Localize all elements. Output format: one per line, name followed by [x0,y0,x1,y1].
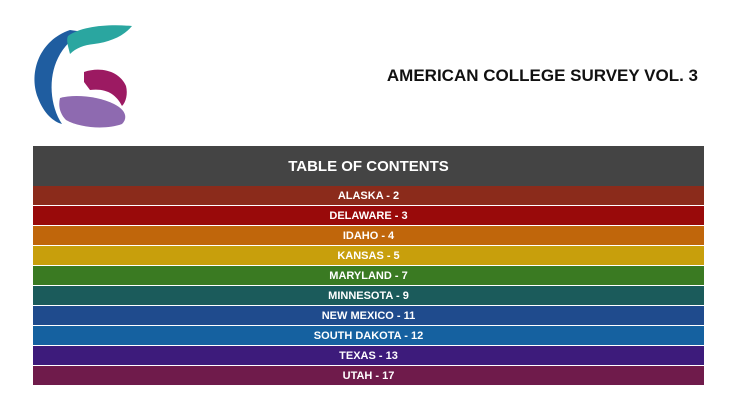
toc-entry: NEW MEXICO - 11 [33,306,704,325]
toc-entry: IDAHO - 4 [33,226,704,245]
toc-entry: DELAWARE - 3 [33,206,704,225]
toc-entry: MARYLAND - 7 [33,266,704,285]
toc-entry: MINNESOTA - 9 [33,286,704,305]
toc-entry: ALASKA - 2 [33,186,704,205]
toc-entry: SOUTH DAKOTA - 12 [33,326,704,345]
toc-title: TABLE OF CONTENTS [33,146,704,186]
document-title: AMERICAN COLLEGE SURVEY VOL. 3 [386,66,698,85]
table-of-contents: TABLE OF CONTENTS ALASKA - 2 DELAWARE - 3… [33,146,704,386]
logo [34,25,132,128]
toc-entry: TEXAS - 13 [33,346,704,365]
toc-entry: UTAH - 17 [33,366,704,385]
toc-entry: KANSAS - 5 [33,246,704,265]
